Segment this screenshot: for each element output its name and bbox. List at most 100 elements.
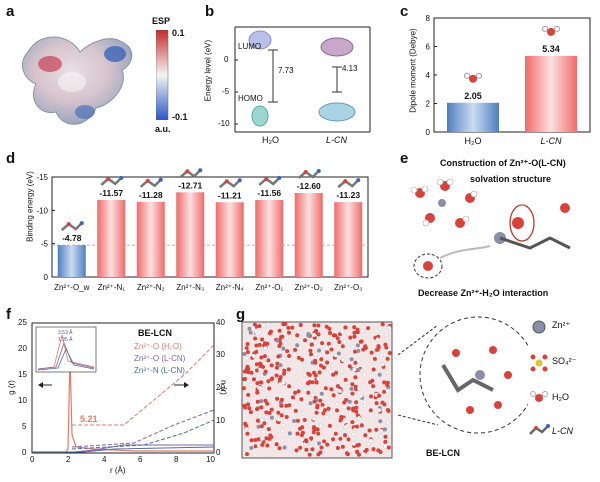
panel-g-atom: [264, 436, 269, 441]
panel-d-bar: [57, 245, 86, 277]
panel-g-atom: [336, 351, 341, 356]
panel-g-atom: [286, 367, 291, 372]
panel-g-atom: [360, 329, 365, 334]
panel-g-atom: [262, 361, 267, 366]
panel-g-atom: [255, 407, 259, 412]
panel-b-gap-h2o: 7.73: [278, 66, 294, 75]
panel-d-molecule-icon: [343, 179, 348, 184]
panel-g-atom: [362, 372, 367, 377]
panel-g-atom: [262, 354, 267, 359]
panel-d-molecule-icon: [303, 170, 308, 174]
panel-g-atom: [385, 383, 390, 387]
panel-b-energy-diagram: [234, 26, 371, 133]
panel-c-ytick-label: 0: [426, 128, 431, 137]
panel-g-atom: [274, 373, 279, 378]
panel-a-esp-surface: [21, 36, 133, 125]
panel-b-ylabel: Energy level (eV): [203, 39, 213, 102]
panel-g-atom: [260, 337, 265, 342]
panel-g-atom: [311, 430, 316, 435]
panel-g-atom: [374, 401, 379, 406]
panel-d-bar-value: -12.71: [178, 180, 202, 190]
panel-g-atom: [324, 346, 329, 351]
panel-g-atom: [378, 419, 383, 424]
panel-g-atom: [263, 369, 268, 374]
panel-c-molecule-icon: [476, 72, 482, 79]
panel-g-box-label: BE-LCN: [426, 448, 460, 458]
panel-g-atom: [372, 356, 377, 361]
panel-g-atom: [353, 384, 358, 389]
panel-g-atom: [244, 346, 249, 351]
panel-g-atom: [265, 443, 270, 448]
panel-g-atom: [269, 363, 274, 368]
panel-g-atom: [281, 380, 286, 385]
panel-c-ytick-label: 4: [426, 71, 431, 80]
panel-g-atom: [331, 437, 335, 442]
panel-c-bar-value: 5.34: [542, 44, 560, 54]
panel-g-atom: [376, 345, 381, 350]
panel-g-atom: [280, 438, 285, 443]
panel-g-atom: [385, 408, 390, 412]
panel-g-atom: [351, 408, 356, 413]
panel-g-atom: [251, 353, 257, 359]
panel-g-atom: [259, 417, 264, 423]
panel-g-md-snapshot: [241, 321, 393, 459]
panel-g-atom: [315, 403, 320, 408]
panel-g-atom: [356, 415, 362, 421]
panel-g-atom: [252, 322, 257, 327]
panel-g-atom: [306, 390, 311, 395]
panel-g-atom: [287, 330, 291, 335]
panel-g-atom: [277, 328, 282, 333]
panel-g-atom: [343, 425, 348, 430]
panel-g-atom: [295, 418, 300, 423]
panel-g-atom: [242, 386, 246, 391]
panel-g-atom: [317, 441, 321, 446]
panel-g-atom: [383, 332, 389, 338]
panel-g-atom: [266, 358, 271, 363]
panel-g-atom: [281, 423, 286, 428]
panel-g-atom: [333, 431, 338, 436]
panel-g-atom: [323, 386, 328, 391]
panel-g-atom: [327, 423, 332, 428]
panel-a-letter: a: [6, 3, 15, 20]
panel-b-lumo-label: LUMO: [238, 42, 262, 51]
panel-f-legend-2: Zn²⁺-N (L-CN): [134, 366, 185, 375]
panel-g-atom: [279, 428, 285, 433]
panel-b-gap-lcn: 4.13: [342, 64, 358, 73]
panel-g-atom: [386, 420, 391, 425]
panel-g-atom: [352, 367, 357, 372]
panel-g-atom: [275, 396, 280, 401]
panel-g-atom: [257, 342, 262, 347]
panel-g-atom: [312, 399, 317, 404]
panel-g-legend-lcn: L-CN: [552, 426, 574, 436]
panel-g-atom: [264, 415, 269, 420]
panel-g-atom: [342, 339, 348, 344]
panel-g-atom: [329, 387, 334, 392]
panel-g-atom: [287, 431, 292, 436]
panel-c-molecule-icon: [554, 25, 560, 32]
panel-g-atom: [247, 326, 252, 331]
panel-g-atom: [363, 433, 368, 438]
panel-g-atom: [266, 322, 271, 327]
panel-d-bar-value: -11.21: [218, 190, 242, 200]
panel-g-atom: [314, 380, 319, 385]
panel-c-letter: c: [400, 3, 409, 20]
panel-c-bar-value: 2.05: [464, 91, 482, 101]
panel-g-atom: [295, 333, 300, 338]
panel-g-atom: [377, 326, 383, 331]
panel-g-atom: [345, 452, 350, 457]
panel-g-atom: [266, 427, 271, 432]
panel-g-atom: [302, 411, 307, 417]
panel-g-atom: [331, 393, 336, 398]
panel-g-atom: [354, 405, 359, 410]
panel-g-atom: [306, 381, 310, 386]
panel-g-atom: [335, 401, 340, 407]
panel-g-atom: [302, 363, 307, 368]
panel-g-atom: [292, 352, 297, 357]
panel-f-lefttick-4: 20: [18, 344, 27, 353]
panel-g-atom: [248, 410, 253, 415]
panel-g-atom: [350, 344, 355, 349]
panel-d-molecule-icon: [66, 222, 71, 227]
panel-d-letter: d: [6, 150, 16, 167]
panel-g-atom: [255, 331, 260, 336]
panel-g-atom: [380, 362, 385, 367]
